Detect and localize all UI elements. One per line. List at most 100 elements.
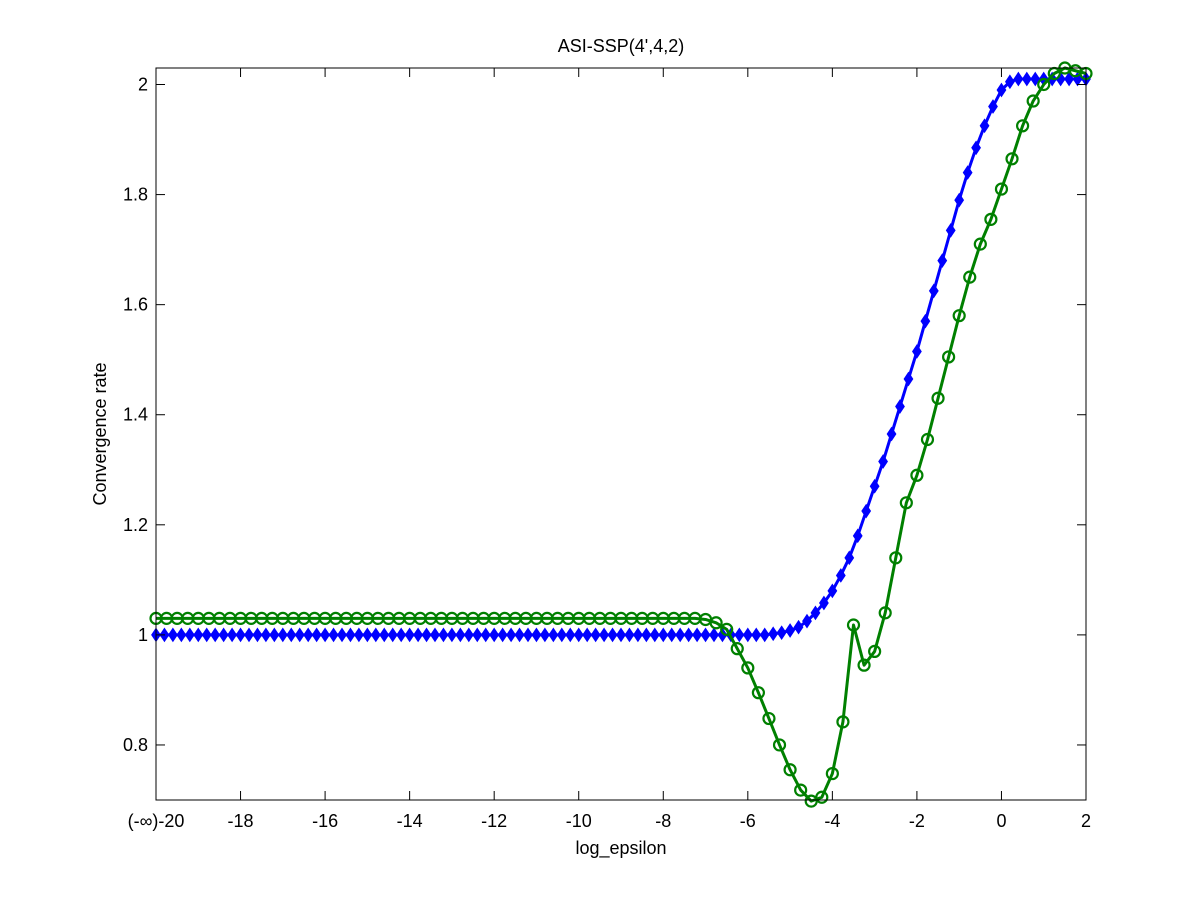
- x-tick-label: -12: [481, 811, 507, 831]
- series-2-point: [825, 766, 839, 781]
- series-1-point: [768, 626, 779, 642]
- chart-title: ASI-SSP(4',4,2): [558, 36, 684, 56]
- series-1-point: [607, 627, 618, 643]
- series-1-point: [421, 627, 432, 643]
- series-1-point: [556, 627, 567, 643]
- series-2-point: [1037, 77, 1051, 92]
- y-axis-label: Convergence rate: [90, 362, 110, 505]
- x-tick-label: -6: [740, 811, 756, 831]
- series-2-point: [994, 182, 1009, 196]
- y-tick-label: 2: [138, 75, 148, 95]
- series-1-point: [979, 118, 990, 134]
- series-1-point: [793, 619, 804, 635]
- series-1-point: [1064, 71, 1074, 87]
- series-2-point: [1026, 94, 1040, 108]
- series-1-point: [362, 627, 373, 643]
- series-1-point: [988, 99, 998, 114]
- series-2-point: [952, 309, 966, 323]
- series-1-point: [582, 627, 593, 643]
- series-2-point: [846, 618, 861, 632]
- series-1-point: [320, 627, 330, 643]
- series-2: [149, 61, 1093, 808]
- series-1-point: [438, 627, 449, 643]
- series-1-point: [852, 528, 863, 544]
- series-1-point: [210, 627, 221, 643]
- series-1-point: [886, 426, 897, 442]
- y-tick-label: 1.6: [123, 295, 148, 315]
- series-1-point: [286, 627, 297, 643]
- series-1-point: [573, 627, 584, 643]
- series-1-point: [844, 550, 855, 566]
- series-1-point: [1005, 74, 1015, 90]
- x-axis-label: log_epsilon: [575, 838, 666, 859]
- series-1-point: [1021, 71, 1032, 87]
- series-2-point: [910, 468, 924, 482]
- series-layer: [149, 61, 1093, 808]
- series-1-point: [912, 344, 922, 359]
- series-1-point: [193, 627, 204, 643]
- series-1-point: [387, 627, 398, 643]
- x-tick-label: -16: [312, 811, 338, 831]
- series-1-point: [802, 613, 812, 629]
- series-1-point: [692, 627, 702, 643]
- series-1-point: [379, 627, 390, 643]
- series-2-point: [751, 686, 765, 700]
- series-1-point: [903, 371, 914, 387]
- series-1-point: [311, 627, 322, 643]
- series-1-point: [168, 627, 178, 643]
- x-tick-label: -2: [909, 811, 925, 831]
- x-tick-label: -14: [397, 811, 423, 831]
- series-1-point: [328, 627, 339, 643]
- axes-box: [155, 67, 1087, 801]
- series-2-point: [857, 658, 871, 672]
- series-1-point: [624, 627, 635, 643]
- series-1-point: [819, 595, 829, 611]
- series-1-point: [666, 627, 677, 643]
- series-1-point: [641, 627, 652, 643]
- series-1-point: [531, 627, 542, 643]
- series-1-point: [928, 283, 939, 299]
- series-1-point: [590, 627, 601, 643]
- series-2-point: [794, 783, 808, 797]
- series-1-point: [742, 627, 753, 643]
- series-2-point: [899, 496, 913, 510]
- series-1-point: [751, 627, 762, 643]
- series-1-point: [294, 627, 305, 643]
- series-2-point: [836, 715, 850, 729]
- x-tick-label: 2: [1081, 811, 1091, 831]
- series-1-point: [497, 627, 508, 643]
- series-1-point: [269, 627, 280, 643]
- series-1-point: [996, 82, 1007, 98]
- series-1-point: [1030, 71, 1041, 87]
- series-1-point: [480, 627, 491, 643]
- series-1-point: [455, 627, 466, 643]
- series-1-point: [244, 627, 254, 643]
- series-1-point: [633, 627, 643, 643]
- series-1-point: [869, 478, 880, 494]
- series-1-point: [920, 313, 931, 329]
- series-2-point: [942, 350, 956, 364]
- series-2-point: [1015, 119, 1030, 133]
- series-1-point: [540, 627, 550, 643]
- series-1-point: [277, 627, 288, 643]
- series-1-point: [430, 627, 440, 643]
- series-2-point: [709, 616, 723, 630]
- series-1-point: [261, 627, 271, 643]
- series-1-point: [548, 627, 559, 643]
- x-tick-label: 0: [996, 811, 1006, 831]
- series-1-point: [759, 627, 770, 643]
- plot-area: [156, 68, 1086, 800]
- series-1-point: [235, 627, 246, 643]
- x-tick-label: (-∞)-20: [128, 811, 185, 831]
- series-1-point: [184, 627, 195, 643]
- series-1-point: [227, 627, 237, 643]
- x-tick-label: -10: [566, 811, 592, 831]
- series-1: [151, 71, 1091, 643]
- series-1-point: [717, 627, 728, 643]
- series-1-point: [954, 192, 965, 208]
- y-tick-label: 0.8: [123, 735, 148, 755]
- series-2-point: [741, 661, 755, 675]
- series-1-point: [675, 627, 686, 643]
